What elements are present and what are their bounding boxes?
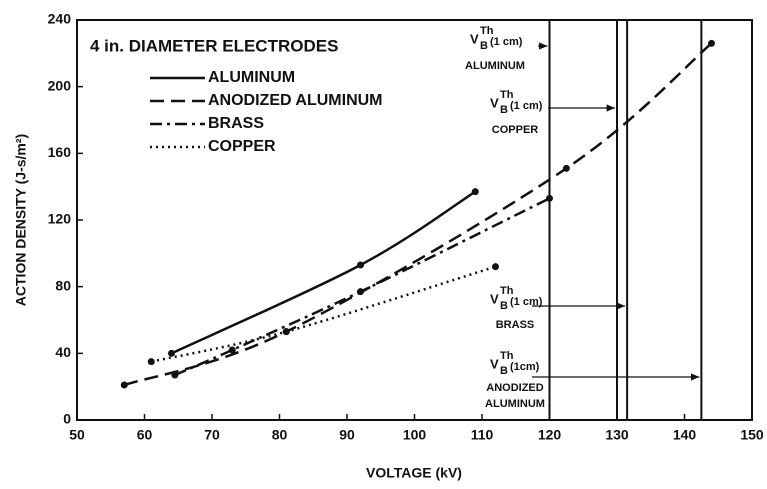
data-point (546, 194, 553, 202)
annotation-tail: (1 cm) (510, 296, 543, 308)
y-tick-label: 120 (48, 211, 72, 227)
annotation-sup: Th (500, 89, 514, 101)
data-point (492, 263, 499, 271)
annotation-symbol: V (490, 291, 499, 306)
x-tick-label: 70 (204, 427, 220, 443)
data-point (471, 188, 479, 196)
y-tick-label: 200 (48, 77, 72, 93)
y-tick-label: 80 (55, 277, 71, 293)
legend-label: ALUMINUM (208, 69, 295, 86)
data-point (147, 358, 155, 366)
annotation-label: BRASS (496, 319, 535, 331)
series-line (174, 197, 551, 377)
plot-frame (76, 19, 753, 421)
data-point (708, 39, 715, 47)
annotation-tail: (1cm) (510, 361, 540, 373)
annotation-sub: B (500, 365, 508, 377)
data-point (228, 346, 236, 354)
x-tick-label: 120 (538, 427, 562, 443)
x-axis-label: VOLTAGE (kV) (366, 465, 462, 481)
annotation-tail: (1 cm) (490, 36, 523, 48)
x-tick-label: 140 (673, 427, 697, 443)
x-tick-label: 90 (339, 427, 355, 443)
x-tick-label: 130 (605, 427, 629, 443)
annotation-symbol: V (470, 31, 479, 46)
annotation-sup: Th (500, 350, 514, 362)
annotation-sub: B (500, 104, 508, 116)
annotation-tail: (1 cm) (510, 100, 543, 112)
x-tick-label: 80 (272, 427, 288, 443)
legend-title: 4 in. DIAMETER ELECTRODES (90, 36, 338, 55)
x-tick-label: 110 (471, 427, 494, 443)
data-point (282, 328, 290, 336)
y-tick-label: 160 (48, 144, 72, 160)
annotation-sup: Th (500, 285, 514, 297)
annotation-sub: B (500, 300, 508, 312)
x-tick-label: 60 (137, 427, 153, 443)
legend-label: COPPER (208, 138, 276, 155)
data-point (171, 371, 179, 379)
data-point (168, 349, 175, 357)
annotation-label: ALUMINUM (485, 398, 545, 410)
data-point (562, 164, 570, 172)
data-point (357, 261, 364, 269)
y-tick-label: 0 (63, 411, 71, 427)
annotation-label: ANODIZED (486, 382, 544, 394)
y-tick-label: 240 (48, 11, 72, 27)
y-axis-label: ACTION DENSITY (J-s/m²) (13, 134, 29, 306)
data-point (357, 288, 364, 296)
annotation-sup: Th (480, 25, 494, 37)
annotation-label: ALUMINUM (465, 60, 525, 72)
annotation-symbol: V (490, 95, 499, 110)
legend-label: ANODIZED ALUMINUM (208, 92, 383, 109)
annotation-symbol: V (490, 356, 499, 371)
y-tick-label: 40 (55, 344, 71, 360)
series-line (170, 190, 476, 355)
data-point (120, 381, 128, 389)
legend-label: BRASS (208, 115, 264, 132)
x-tick-label: 150 (740, 427, 764, 443)
annotation-sub: B (480, 40, 488, 52)
x-tick-label: 100 (403, 427, 427, 443)
annotation-label: COPPER (492, 124, 539, 136)
x-tick-label: 50 (69, 427, 85, 443)
series-line (150, 265, 496, 363)
